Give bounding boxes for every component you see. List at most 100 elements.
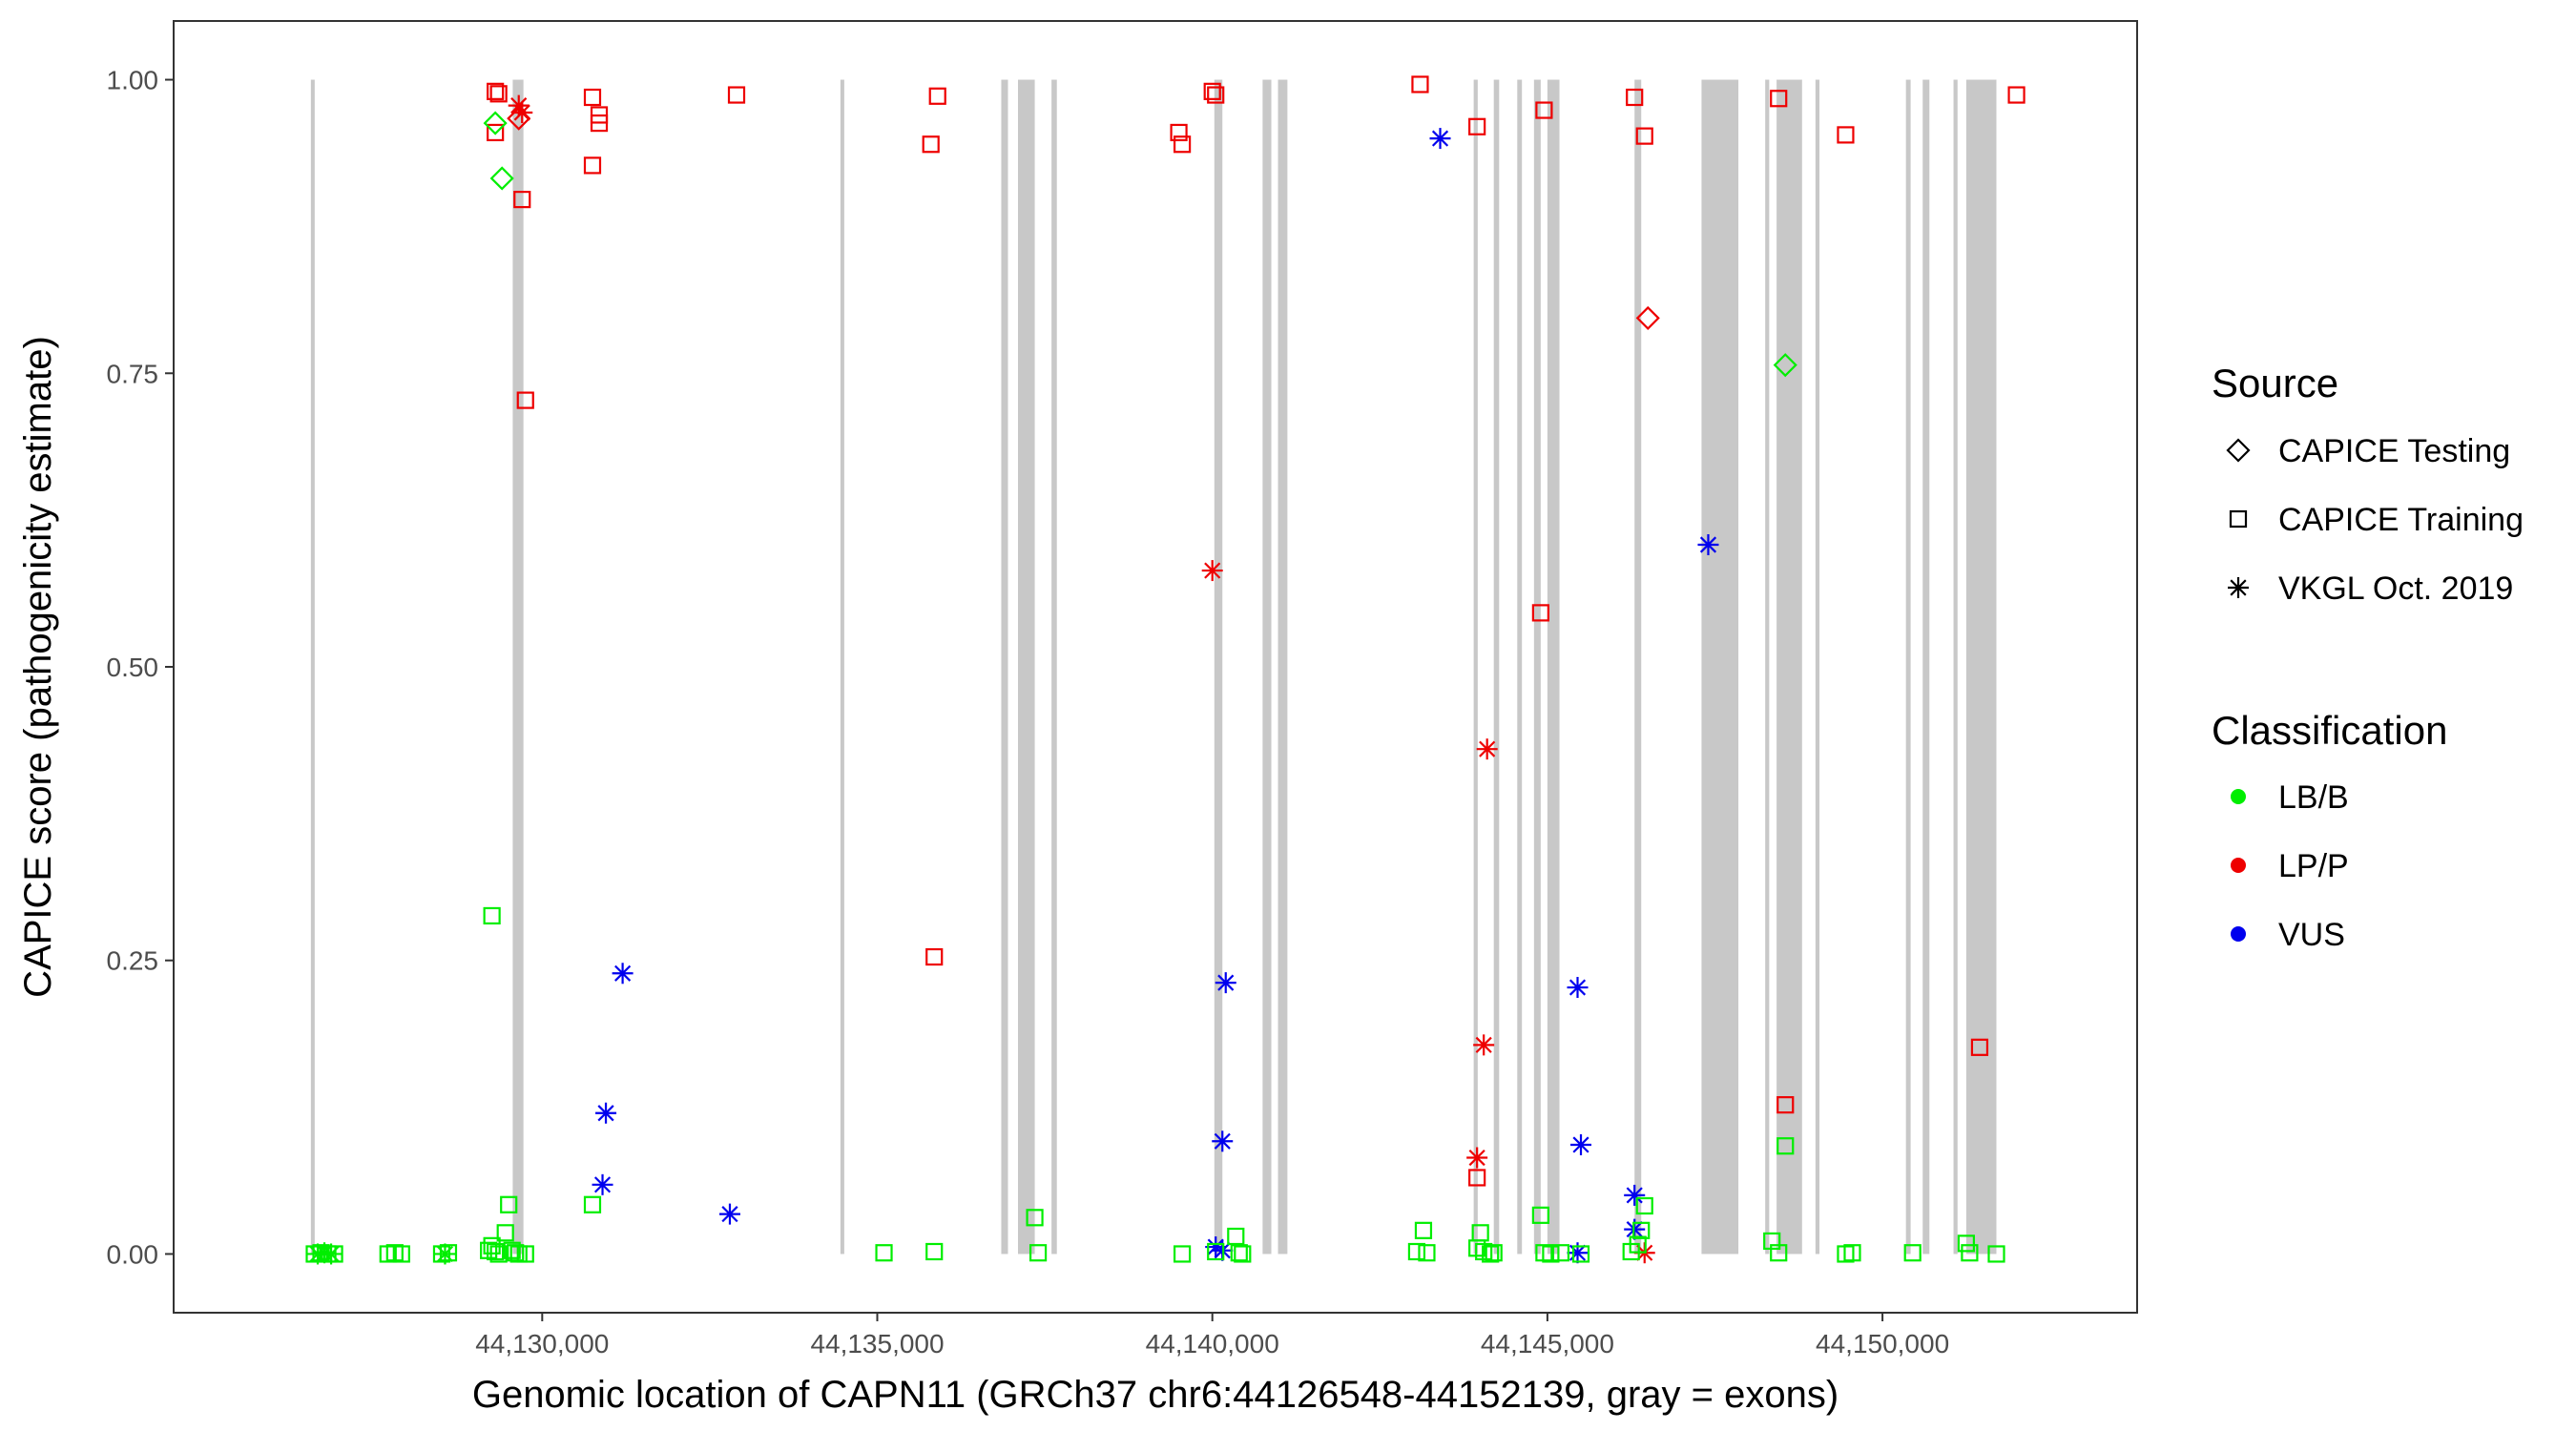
data-point bbox=[1468, 1169, 1486, 1187]
data-point bbox=[1482, 1245, 1500, 1263]
data-point bbox=[590, 114, 609, 133]
data-point bbox=[489, 166, 514, 191]
exon-band-21 bbox=[1922, 79, 1930, 1255]
data-point bbox=[583, 1195, 602, 1213]
exon-band-17 bbox=[1765, 79, 1770, 1255]
y-tick-label: 0.00 bbox=[107, 1239, 159, 1269]
exon-band-3 bbox=[840, 79, 844, 1255]
data-point bbox=[1843, 1244, 1861, 1262]
legend-key-dot bbox=[2231, 926, 2246, 942]
x-tick-label: 44,150,000 bbox=[1816, 1329, 1949, 1358]
data-point bbox=[1531, 1206, 1549, 1224]
legend-source-title: Source bbox=[2212, 361, 2338, 405]
data-point bbox=[1429, 128, 1451, 150]
data-point bbox=[925, 1242, 944, 1261]
legend-classification-label: VUS bbox=[2278, 917, 2345, 953]
data-point bbox=[1466, 1147, 1488, 1169]
data-point bbox=[727, 86, 746, 104]
data-point bbox=[1697, 533, 1719, 555]
y-tick-label: 0.75 bbox=[107, 359, 159, 388]
data-point bbox=[1570, 1133, 1592, 1155]
data-point bbox=[1485, 1244, 1503, 1262]
data-point bbox=[513, 190, 531, 209]
data-point bbox=[1970, 1038, 1989, 1056]
data-point bbox=[1026, 1209, 1044, 1227]
data-point bbox=[483, 111, 508, 135]
data-point bbox=[592, 1173, 613, 1195]
data-point bbox=[439, 1244, 458, 1262]
data-point bbox=[489, 1245, 508, 1263]
exon-band-1 bbox=[310, 79, 315, 1255]
data-point bbox=[2007, 86, 2025, 104]
data-point bbox=[1207, 86, 1225, 104]
data-point bbox=[487, 82, 505, 100]
data-point bbox=[1411, 75, 1429, 93]
data-point bbox=[1961, 1244, 1979, 1262]
legend-source-label: VKGL Oct. 2019 bbox=[2278, 570, 2513, 607]
data-point bbox=[1987, 1245, 2005, 1263]
data-point bbox=[1903, 1244, 1922, 1262]
legend-classification-label: LP/P bbox=[2278, 848, 2349, 884]
y-tick-label: 0.50 bbox=[107, 653, 159, 682]
data-point bbox=[1773, 353, 1797, 378]
data-point bbox=[507, 1244, 525, 1262]
exon-band-15 bbox=[1634, 79, 1642, 1255]
data-point bbox=[1635, 305, 1660, 330]
data-point bbox=[1230, 1244, 1248, 1262]
legend-key-asterisk bbox=[2228, 577, 2249, 598]
legend-key-dot bbox=[2231, 858, 2246, 873]
data-point bbox=[1567, 977, 1589, 999]
data-point bbox=[1837, 126, 1855, 144]
exon-band-5 bbox=[1018, 79, 1035, 1255]
data-point bbox=[1542, 1245, 1560, 1263]
legend-key-square bbox=[2229, 509, 2248, 529]
legend: Source CAPICE Testing CAPICE Training VKGL… bbox=[2212, 361, 2524, 953]
data-point bbox=[489, 85, 508, 103]
data-point bbox=[1957, 1234, 1975, 1253]
data-point bbox=[1173, 135, 1192, 154]
exon-band-12 bbox=[1517, 79, 1523, 1255]
data-point bbox=[1028, 1244, 1048, 1262]
data-point bbox=[1571, 1245, 1590, 1263]
data-point bbox=[1203, 82, 1221, 100]
exon-band-7 bbox=[1214, 79, 1223, 1255]
data-point bbox=[1227, 1227, 1245, 1246]
data-point bbox=[928, 87, 946, 105]
x-tick-label: 44,140,000 bbox=[1146, 1329, 1279, 1358]
x-axis: 44,130,000 44,135,000 44,140,000 44,145,000… bbox=[475, 1313, 1949, 1358]
data-point bbox=[1624, 1184, 1646, 1206]
data-point bbox=[1414, 1221, 1433, 1239]
data-point bbox=[1476, 738, 1498, 760]
x-axis-title: Genomic location of CAPN11 (GRCh37 chr6:… bbox=[472, 1374, 1839, 1416]
exon-band-11 bbox=[1493, 79, 1500, 1255]
data-point bbox=[922, 135, 940, 154]
data-point bbox=[1473, 1034, 1495, 1056]
exon-band-10 bbox=[1473, 79, 1478, 1255]
data-point bbox=[1626, 88, 1644, 107]
exon-band-18 bbox=[1776, 79, 1802, 1255]
data-point bbox=[583, 156, 602, 175]
data-point bbox=[1215, 972, 1236, 994]
exon-band-13 bbox=[1533, 79, 1541, 1255]
data-point bbox=[925, 947, 944, 966]
data-point bbox=[595, 1102, 617, 1124]
data-point bbox=[1770, 90, 1788, 108]
data-point bbox=[516, 391, 534, 409]
data-point bbox=[612, 963, 634, 985]
data-point bbox=[1170, 123, 1188, 142]
plot-panel-border bbox=[173, 20, 2138, 1314]
data-point bbox=[511, 102, 533, 124]
exon-band-23 bbox=[1965, 79, 1997, 1255]
exon-band-19 bbox=[1815, 79, 1820, 1255]
data-point bbox=[1468, 117, 1486, 135]
data-point bbox=[1407, 1242, 1426, 1261]
data-point bbox=[487, 123, 505, 142]
exon-bands bbox=[310, 79, 1997, 1255]
data-point bbox=[516, 1245, 534, 1263]
x-tick-label: 44,145,000 bbox=[1481, 1329, 1614, 1358]
data-points bbox=[305, 75, 2025, 1265]
x-tick-label: 44,130,000 bbox=[475, 1329, 609, 1358]
exon-band-2 bbox=[512, 79, 524, 1255]
y-axis-title: CAPICE score (pathogenicity estimate) bbox=[17, 336, 59, 998]
